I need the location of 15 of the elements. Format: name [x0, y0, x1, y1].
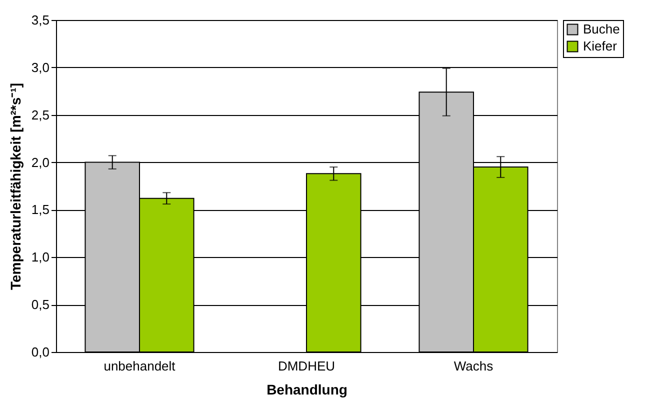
y-tick-label: 0,5 [31, 297, 50, 312]
legend-label: Buche [583, 22, 620, 36]
y-tick-label: 0,0 [31, 344, 50, 360]
x-tick-label: unbehandelt [104, 358, 176, 374]
y-tick-label: 1,0 [31, 250, 50, 265]
y-tick-label: 3,5 [31, 12, 50, 28]
legend-label: Kiefer [583, 38, 618, 54]
y-tick-label: 3,0 [31, 60, 50, 75]
y-tick-label: 1,5 [31, 202, 50, 218]
y-tick-label: 2,5 [31, 107, 50, 122]
y-tick-label: 2,0 [31, 154, 50, 170]
y-axis-title: Temperaturleitfähigkeit [m²*s⁻¹] [7, 83, 24, 290]
x-tick-label: Wachs [454, 358, 494, 374]
x-tick-label: DMDHEU [278, 358, 336, 374]
x-axis-title: Behandlung [266, 382, 348, 398]
